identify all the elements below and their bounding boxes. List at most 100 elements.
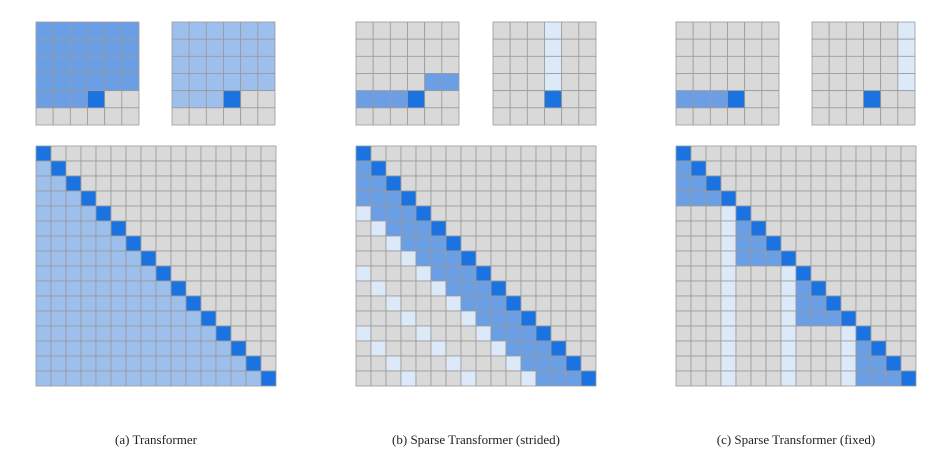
grid-cell bbox=[215, 235, 232, 252]
grid-cell bbox=[460, 175, 477, 192]
grid-cell bbox=[215, 310, 232, 327]
grid-cell bbox=[155, 175, 172, 192]
grid-cell bbox=[863, 107, 882, 126]
grid-cell bbox=[750, 280, 767, 297]
grid-cell bbox=[95, 370, 112, 387]
grid-cell bbox=[840, 250, 857, 267]
grid-cell bbox=[690, 220, 707, 237]
grid-cell bbox=[257, 21, 276, 40]
grid-cell bbox=[828, 73, 847, 92]
grid-cell bbox=[828, 38, 847, 57]
grid-cell bbox=[260, 190, 277, 207]
grid-cell bbox=[95, 160, 112, 177]
grid-cell bbox=[561, 90, 580, 109]
grid-cell bbox=[761, 21, 780, 40]
grid-cell bbox=[155, 160, 172, 177]
grid-cell bbox=[385, 220, 402, 237]
grid-cell bbox=[870, 295, 887, 312]
grid-cell bbox=[415, 250, 432, 267]
grid-cell bbox=[35, 205, 52, 222]
grid-cell bbox=[260, 295, 277, 312]
grid-cell bbox=[188, 73, 207, 92]
grid-cell bbox=[400, 295, 417, 312]
grid-cell bbox=[863, 90, 882, 109]
grid-cell bbox=[355, 340, 372, 357]
grid-cell bbox=[110, 325, 127, 342]
grid-cell bbox=[215, 220, 232, 237]
grid-cell bbox=[170, 265, 187, 282]
grid-cell bbox=[430, 265, 447, 282]
grid-cell bbox=[885, 265, 902, 282]
grid-cell bbox=[69, 90, 88, 109]
grid-cell bbox=[825, 145, 842, 162]
grid-cell bbox=[65, 235, 82, 252]
grid-cell bbox=[188, 38, 207, 57]
grid-cell bbox=[35, 90, 54, 109]
grid-cell bbox=[720, 205, 737, 222]
grid-cell bbox=[505, 250, 522, 267]
grid-cell bbox=[430, 175, 447, 192]
grid-cell bbox=[257, 55, 276, 74]
grid-cell bbox=[385, 340, 402, 357]
grid-cell bbox=[188, 21, 207, 40]
grid-cell bbox=[880, 38, 899, 57]
grid-cell bbox=[372, 73, 391, 92]
grid-cell bbox=[50, 190, 67, 207]
grid-cell bbox=[565, 175, 582, 192]
grid-cell bbox=[580, 310, 597, 327]
grid-cell bbox=[780, 295, 797, 312]
grid-cell bbox=[185, 355, 202, 372]
grid-cell bbox=[795, 295, 812, 312]
grid-cell bbox=[795, 310, 812, 327]
grid-cell bbox=[780, 190, 797, 207]
grid-cell bbox=[578, 107, 597, 126]
grid-cell bbox=[727, 38, 746, 57]
grid-cell bbox=[550, 205, 567, 222]
grid-cell bbox=[675, 235, 692, 252]
grid-cell bbox=[900, 340, 917, 357]
grid-cell bbox=[245, 205, 262, 222]
grid-cell bbox=[505, 175, 522, 192]
grid-cell bbox=[35, 295, 52, 312]
grid-cell bbox=[155, 235, 172, 252]
grid-cell bbox=[795, 355, 812, 372]
grid-cell bbox=[80, 205, 97, 222]
grid-cell bbox=[104, 73, 123, 92]
grid-cell bbox=[35, 175, 52, 192]
grid-cell bbox=[370, 325, 387, 342]
grid-cell bbox=[885, 205, 902, 222]
grid-cell bbox=[761, 38, 780, 57]
grid-cell bbox=[230, 295, 247, 312]
grid-cell bbox=[200, 370, 217, 387]
grid-cell bbox=[125, 310, 142, 327]
grid-cell bbox=[580, 160, 597, 177]
grid-cell bbox=[825, 235, 842, 252]
grid-cell bbox=[720, 325, 737, 342]
grid-cell bbox=[810, 295, 827, 312]
grid-cell bbox=[430, 370, 447, 387]
grid-cell bbox=[578, 73, 597, 92]
grid-cell bbox=[80, 370, 97, 387]
grid-cell bbox=[215, 160, 232, 177]
grid-cell bbox=[355, 73, 374, 92]
grid-cell bbox=[125, 280, 142, 297]
grid-cell bbox=[155, 250, 172, 267]
grid-cell bbox=[95, 355, 112, 372]
grid-cell bbox=[155, 370, 172, 387]
grid-cell bbox=[460, 235, 477, 252]
grid-cell bbox=[780, 175, 797, 192]
grid-cell bbox=[215, 295, 232, 312]
grid-cell bbox=[520, 265, 537, 282]
grid-cell bbox=[675, 325, 692, 342]
grid-cell bbox=[870, 145, 887, 162]
grid-cell bbox=[709, 55, 728, 74]
grid-cell bbox=[155, 310, 172, 327]
grid-cell bbox=[445, 325, 462, 342]
grid-cell bbox=[750, 175, 767, 192]
grid-cell bbox=[110, 280, 127, 297]
grid-cell bbox=[490, 190, 507, 207]
grid-cell bbox=[35, 73, 54, 92]
grid-cell bbox=[121, 73, 140, 92]
grid-cell bbox=[385, 355, 402, 372]
grid-cell bbox=[505, 370, 522, 387]
